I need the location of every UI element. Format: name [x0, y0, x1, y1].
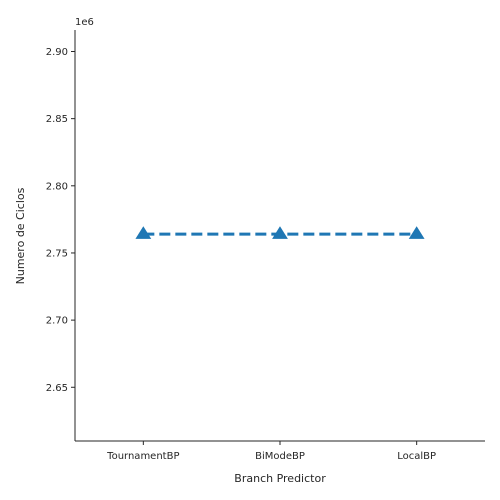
x-tick-label: BiModeBP — [255, 451, 305, 462]
y-tick-label: 2.90 — [46, 47, 68, 58]
data-point-marker — [272, 226, 288, 239]
x-tick-label: TournamentBP — [106, 451, 179, 462]
data-point-marker — [135, 226, 152, 239]
plot-area: 2.65 2.70 2.75 2.80 2.85 2.90 TournamentBP BiMo… — [46, 30, 485, 462]
data-point-marker — [408, 226, 425, 239]
y-tick-label: 2.80 — [46, 181, 68, 192]
y-axis-label: Numero de Ciclos — [14, 187, 27, 284]
y-tick-label: 2.65 — [46, 383, 68, 394]
y-tick-label: 2.70 — [46, 316, 68, 327]
x-axis-label: Branch Predictor — [234, 472, 326, 485]
y-tick-label: 2.85 — [46, 114, 68, 125]
y-tick-label: 2.75 — [46, 248, 68, 259]
x-tick-label: LocalBP — [397, 451, 436, 462]
y-axis-offset-label: 1e6 — [75, 17, 94, 28]
